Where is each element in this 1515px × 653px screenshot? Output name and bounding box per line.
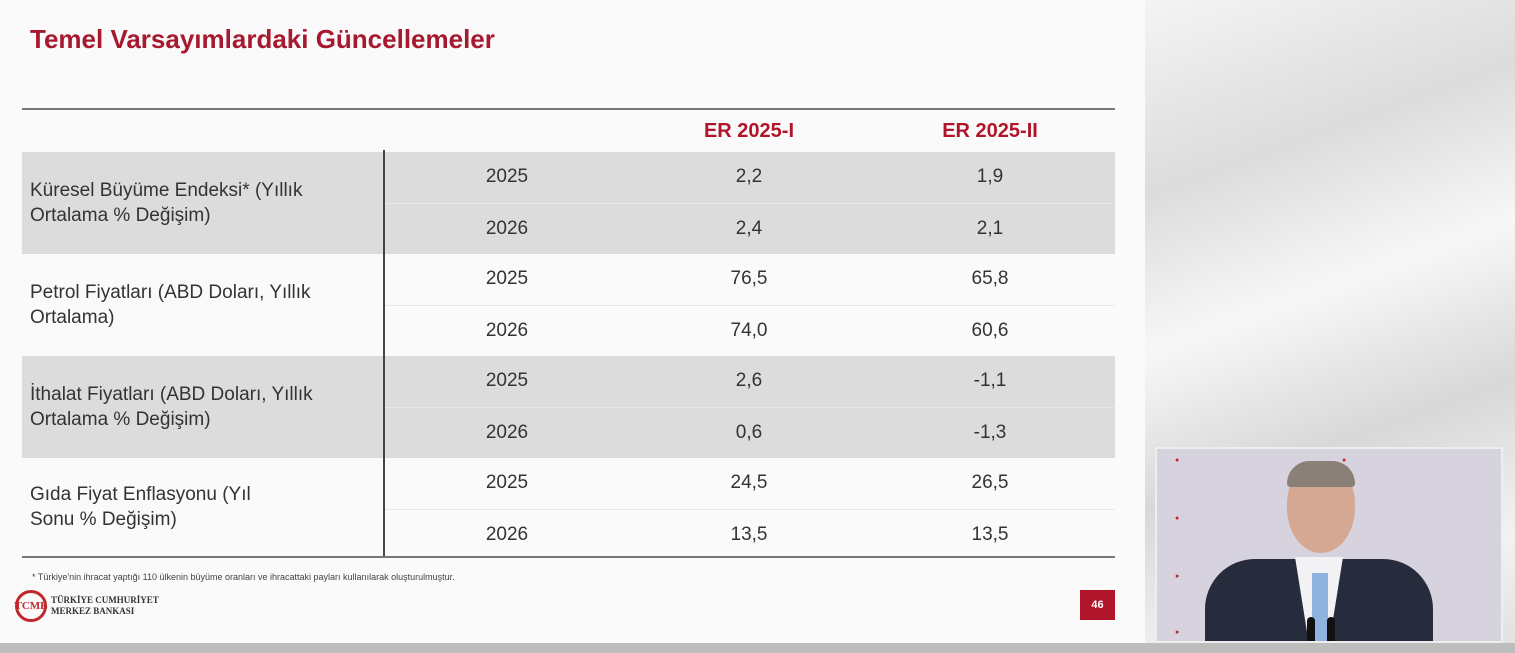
table-row: 2026 13,5 13,5 xyxy=(384,509,1115,560)
year-cell: 2026 xyxy=(485,218,529,239)
backdrop-logo-icon: ● xyxy=(1342,457,1347,464)
bottom-bar xyxy=(0,643,1515,653)
table-row: 2026 74,0 60,6 xyxy=(384,305,1115,356)
logo-line-1: TÜRKİYE CUMHURİYET xyxy=(51,595,159,605)
value-cell: 1,9 xyxy=(976,166,1004,187)
table-group: Petrol Fiyatları (ABD Doları, Yıllık Ort… xyxy=(22,254,1115,356)
value-cell: 0,6 xyxy=(735,422,763,443)
table-row: 2025 2,6 -1,1 xyxy=(384,356,1115,407)
backdrop-logo-icon: ● xyxy=(1175,457,1180,464)
row-label: Gıda Fiyat Enflasyonu (Yıl Sonu % Değişi… xyxy=(30,484,251,530)
value-cell: 65,8 xyxy=(971,268,1009,289)
speaker-tie xyxy=(1312,573,1328,641)
year-cell: 2025 xyxy=(485,370,529,391)
assumptions-table: ER 2025-I ER 2025-II Küresel Büyüme Ende… xyxy=(22,108,1115,558)
table-row: 2025 76,5 65,8 xyxy=(384,254,1115,305)
backdrop-logo-icon: ● xyxy=(1175,629,1180,636)
year-cell: 2025 xyxy=(485,166,529,187)
year-cell: 2025 xyxy=(485,472,529,493)
column-divider xyxy=(383,150,385,556)
header-er-2025-ii: ER 2025-II xyxy=(942,120,1038,142)
logo-line-2: MERKEZ BANKASI xyxy=(51,606,135,616)
microphone-icon xyxy=(1327,617,1335,641)
year-cell: 2026 xyxy=(485,524,529,545)
value-cell: -1,3 xyxy=(973,422,1007,443)
year-cell: 2025 xyxy=(485,268,529,289)
value-cell: 26,5 xyxy=(971,472,1009,493)
value-cell: 24,5 xyxy=(730,472,768,493)
row-label: Küresel Büyüme Endeksi* (Yıllık Ortalama… xyxy=(30,180,303,226)
value-cell: 2,4 xyxy=(735,218,763,239)
value-cell: 76,5 xyxy=(730,268,768,289)
tcmb-logo: TCMB TÜRKİYE CUMHURİYET MERKEZ BANKASI xyxy=(15,590,159,622)
year-cell: 2026 xyxy=(485,422,529,443)
footnote: * Türkiye'nin ihracat yaptığı 110 ülkeni… xyxy=(32,572,455,582)
header-er-2025-i: ER 2025-I xyxy=(703,120,795,142)
value-cell: 2,1 xyxy=(976,218,1004,239)
table-group: Küresel Büyüme Endeksi* (Yıllık Ortalama… xyxy=(22,152,1115,254)
table-row: 2025 24,5 26,5 xyxy=(384,458,1115,509)
value-cell: 2,6 xyxy=(735,370,763,391)
slide-title: Temel Varsayımlardaki Güncellemeler xyxy=(30,24,495,54)
row-label: Petrol Fiyatları (ABD Doları, Yıllık Ort… xyxy=(30,282,311,328)
presentation-slide: Temel Varsayımlardaki Güncellemeler ER 2… xyxy=(0,0,1145,643)
table-row: 2026 0,6 -1,3 xyxy=(384,407,1115,458)
speaker-hair xyxy=(1287,461,1355,487)
page-number: 46 xyxy=(1080,590,1115,620)
value-cell: 13,5 xyxy=(971,524,1009,545)
table-group: İthalat Fiyatları (ABD Doları, Yıllık Or… xyxy=(22,356,1115,458)
backdrop-logo-icon: ● xyxy=(1175,515,1180,522)
value-cell: 2,2 xyxy=(735,166,763,187)
table-header: ER 2025-I ER 2025-II xyxy=(22,110,1115,152)
value-cell: 60,6 xyxy=(971,320,1009,341)
value-cell: 74,0 xyxy=(730,320,768,341)
table-row: 2025 2,2 1,9 xyxy=(384,152,1115,203)
year-cell: 2026 xyxy=(485,320,529,341)
value-cell: 13,5 xyxy=(730,524,768,545)
microphone-icon xyxy=(1307,617,1315,641)
value-cell: -1,1 xyxy=(973,370,1007,391)
row-label: İthalat Fiyatları (ABD Doları, Yıllık Or… xyxy=(30,384,313,430)
backdrop-logo-icon: ● xyxy=(1175,573,1180,580)
speaker-video-inset: ● ● ● ● ● xyxy=(1155,447,1503,643)
table-group: Gıda Fiyat Enflasyonu (Yıl Sonu % Değişi… xyxy=(22,458,1115,556)
tcmb-logo-mark: TCMB xyxy=(15,590,48,622)
table-row: 2026 2,4 2,1 xyxy=(384,203,1115,254)
